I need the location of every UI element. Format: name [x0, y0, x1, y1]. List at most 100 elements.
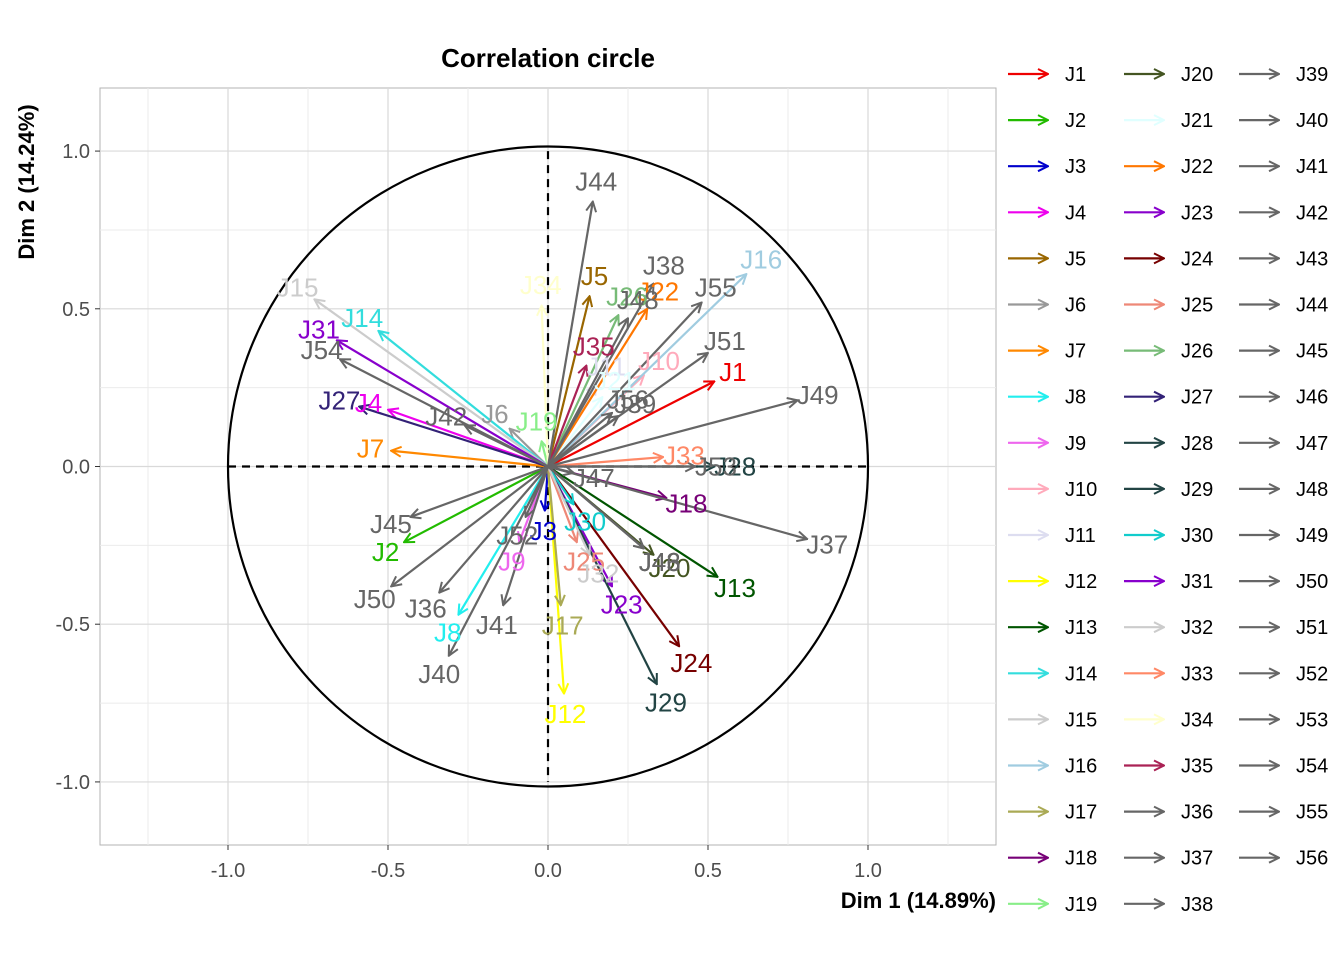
legend-label: J22 [1181, 156, 1213, 178]
legend-item-j1: J1 [1008, 64, 1086, 86]
label-j41: J41 [476, 610, 518, 640]
legend-item-j32: J32 [1124, 617, 1213, 639]
label-j13: J13 [714, 573, 756, 603]
y-axis-title: Dim 2 (14.24%) [14, 104, 39, 259]
arrow-j36 [439, 465, 549, 593]
legend-label: J53 [1296, 709, 1328, 731]
arrow-j40 [449, 465, 549, 656]
legend-label: J36 [1181, 802, 1213, 824]
legend-item-j55: J55 [1239, 802, 1328, 824]
arrow-j52 [526, 466, 550, 517]
label-j7: J7 [357, 434, 384, 464]
label-j12: J12 [544, 699, 586, 729]
legend-item-j34: J34 [1124, 709, 1213, 731]
variable-labels: J1J2J3J4J5J6J7J8J9J10J11J12J13J14J15J16J… [277, 166, 849, 729]
legend-label: J40 [1296, 110, 1328, 132]
y-tick-label: -0.5 [56, 614, 90, 636]
legend-label: J37 [1181, 848, 1213, 870]
label-j29: J29 [645, 688, 687, 718]
legend-item-j22: J22 [1124, 156, 1213, 178]
arrow-j56 [547, 413, 612, 468]
legend-label: J33 [1181, 663, 1213, 685]
legend-item-j27: J27 [1124, 387, 1213, 409]
legend-item-j24: J24 [1124, 248, 1213, 270]
legend-label: J1 [1065, 64, 1086, 86]
legend-item-j42: J42 [1239, 202, 1328, 224]
legend-item-j39: J39 [1239, 64, 1328, 86]
legend-item-j46: J46 [1239, 387, 1328, 409]
legend-label: J39 [1296, 64, 1328, 86]
legend-item-j43: J43 [1239, 248, 1328, 270]
legend-item-j50: J50 [1239, 571, 1328, 593]
label-j3: J3 [530, 516, 557, 546]
arrow-j55 [547, 302, 702, 468]
label-j52: J52 [496, 521, 538, 551]
x-tick-label: -1.0 [211, 860, 245, 882]
arrow-j2 [404, 465, 549, 543]
label-j44: J44 [575, 166, 617, 196]
legend-label: J24 [1181, 248, 1213, 270]
label-j33: J33 [663, 440, 705, 470]
legend-item-j11: J11 [1008, 525, 1096, 547]
legend-label: J11 [1065, 525, 1096, 547]
legend-label: J44 [1296, 295, 1328, 317]
legend-item-j4: J4 [1008, 202, 1086, 224]
legend-item-j36: J36 [1124, 802, 1213, 824]
label-j37: J37 [806, 530, 848, 560]
legend-label: J52 [1296, 663, 1328, 685]
legend-item-j53: J53 [1239, 709, 1328, 731]
label-j51: J51 [704, 326, 746, 356]
legend-label: J14 [1065, 663, 1097, 685]
legend-label: J6 [1065, 295, 1086, 317]
legend-label: J43 [1296, 248, 1328, 270]
label-j24: J24 [670, 648, 712, 678]
legend-item-j48: J48 [1239, 479, 1328, 501]
legend-item-j31: J31 [1124, 571, 1213, 593]
label-j47: J47 [573, 463, 615, 493]
x-tick-label: -0.5 [371, 860, 405, 882]
legend-item-j37: J37 [1124, 848, 1213, 870]
legend-item-j18: J18 [1008, 848, 1097, 870]
legend-label: J2 [1065, 110, 1086, 132]
y-tick-label: 1.0 [62, 141, 90, 163]
legend-item-j54: J54 [1239, 756, 1328, 778]
legend-label: J49 [1296, 525, 1328, 547]
arrow-j22 [547, 309, 647, 468]
label-j2: J2 [372, 537, 399, 567]
arrow-j30 [547, 465, 574, 505]
label-j53: J53 [695, 452, 737, 482]
legend-label: J32 [1181, 617, 1213, 639]
arrow-j1 [547, 381, 714, 468]
arrow-j7 [391, 451, 549, 468]
legend-label: J42 [1296, 202, 1328, 224]
arrow-j17 [546, 466, 561, 606]
legend-label: J16 [1065, 756, 1097, 778]
arrow-j35 [546, 366, 586, 467]
legend: J1 J2 J3 J4 J5 J6 J7 J8 J9 J10 J11 J12 J13 J14 J15 J16 J… [1008, 64, 1328, 916]
legend-label: J9 [1065, 433, 1086, 455]
legend-item-j12: J12 [1008, 571, 1097, 593]
legend-label: J17 [1065, 802, 1097, 824]
legend-label: J21 [1181, 110, 1213, 132]
legend-label: J51 [1296, 617, 1328, 639]
label-j35: J35 [573, 331, 615, 361]
legend-item-j51: J51 [1239, 617, 1328, 639]
y-tick-label: 0.5 [62, 299, 90, 321]
legend-item-j3: J3 [1008, 156, 1086, 178]
legend-item-j49: J49 [1239, 525, 1328, 547]
legend-label: J34 [1181, 709, 1213, 731]
legend-item-j45: J45 [1239, 341, 1328, 363]
x-tick-label: 0.0 [534, 860, 562, 882]
legend-item-j8: J8 [1008, 387, 1086, 409]
label-j10: J10 [638, 346, 680, 376]
label-j27: J27 [318, 385, 360, 415]
label-j48: J48 [617, 285, 659, 315]
label-j23: J23 [601, 590, 643, 620]
legend-item-j20: J20 [1124, 64, 1213, 86]
legend-item-j38: J38 [1124, 894, 1213, 916]
arrow-j21 [547, 397, 602, 468]
legend-label: J50 [1296, 571, 1328, 593]
arrow-j14 [378, 331, 549, 468]
arrow-j15 [314, 299, 549, 468]
